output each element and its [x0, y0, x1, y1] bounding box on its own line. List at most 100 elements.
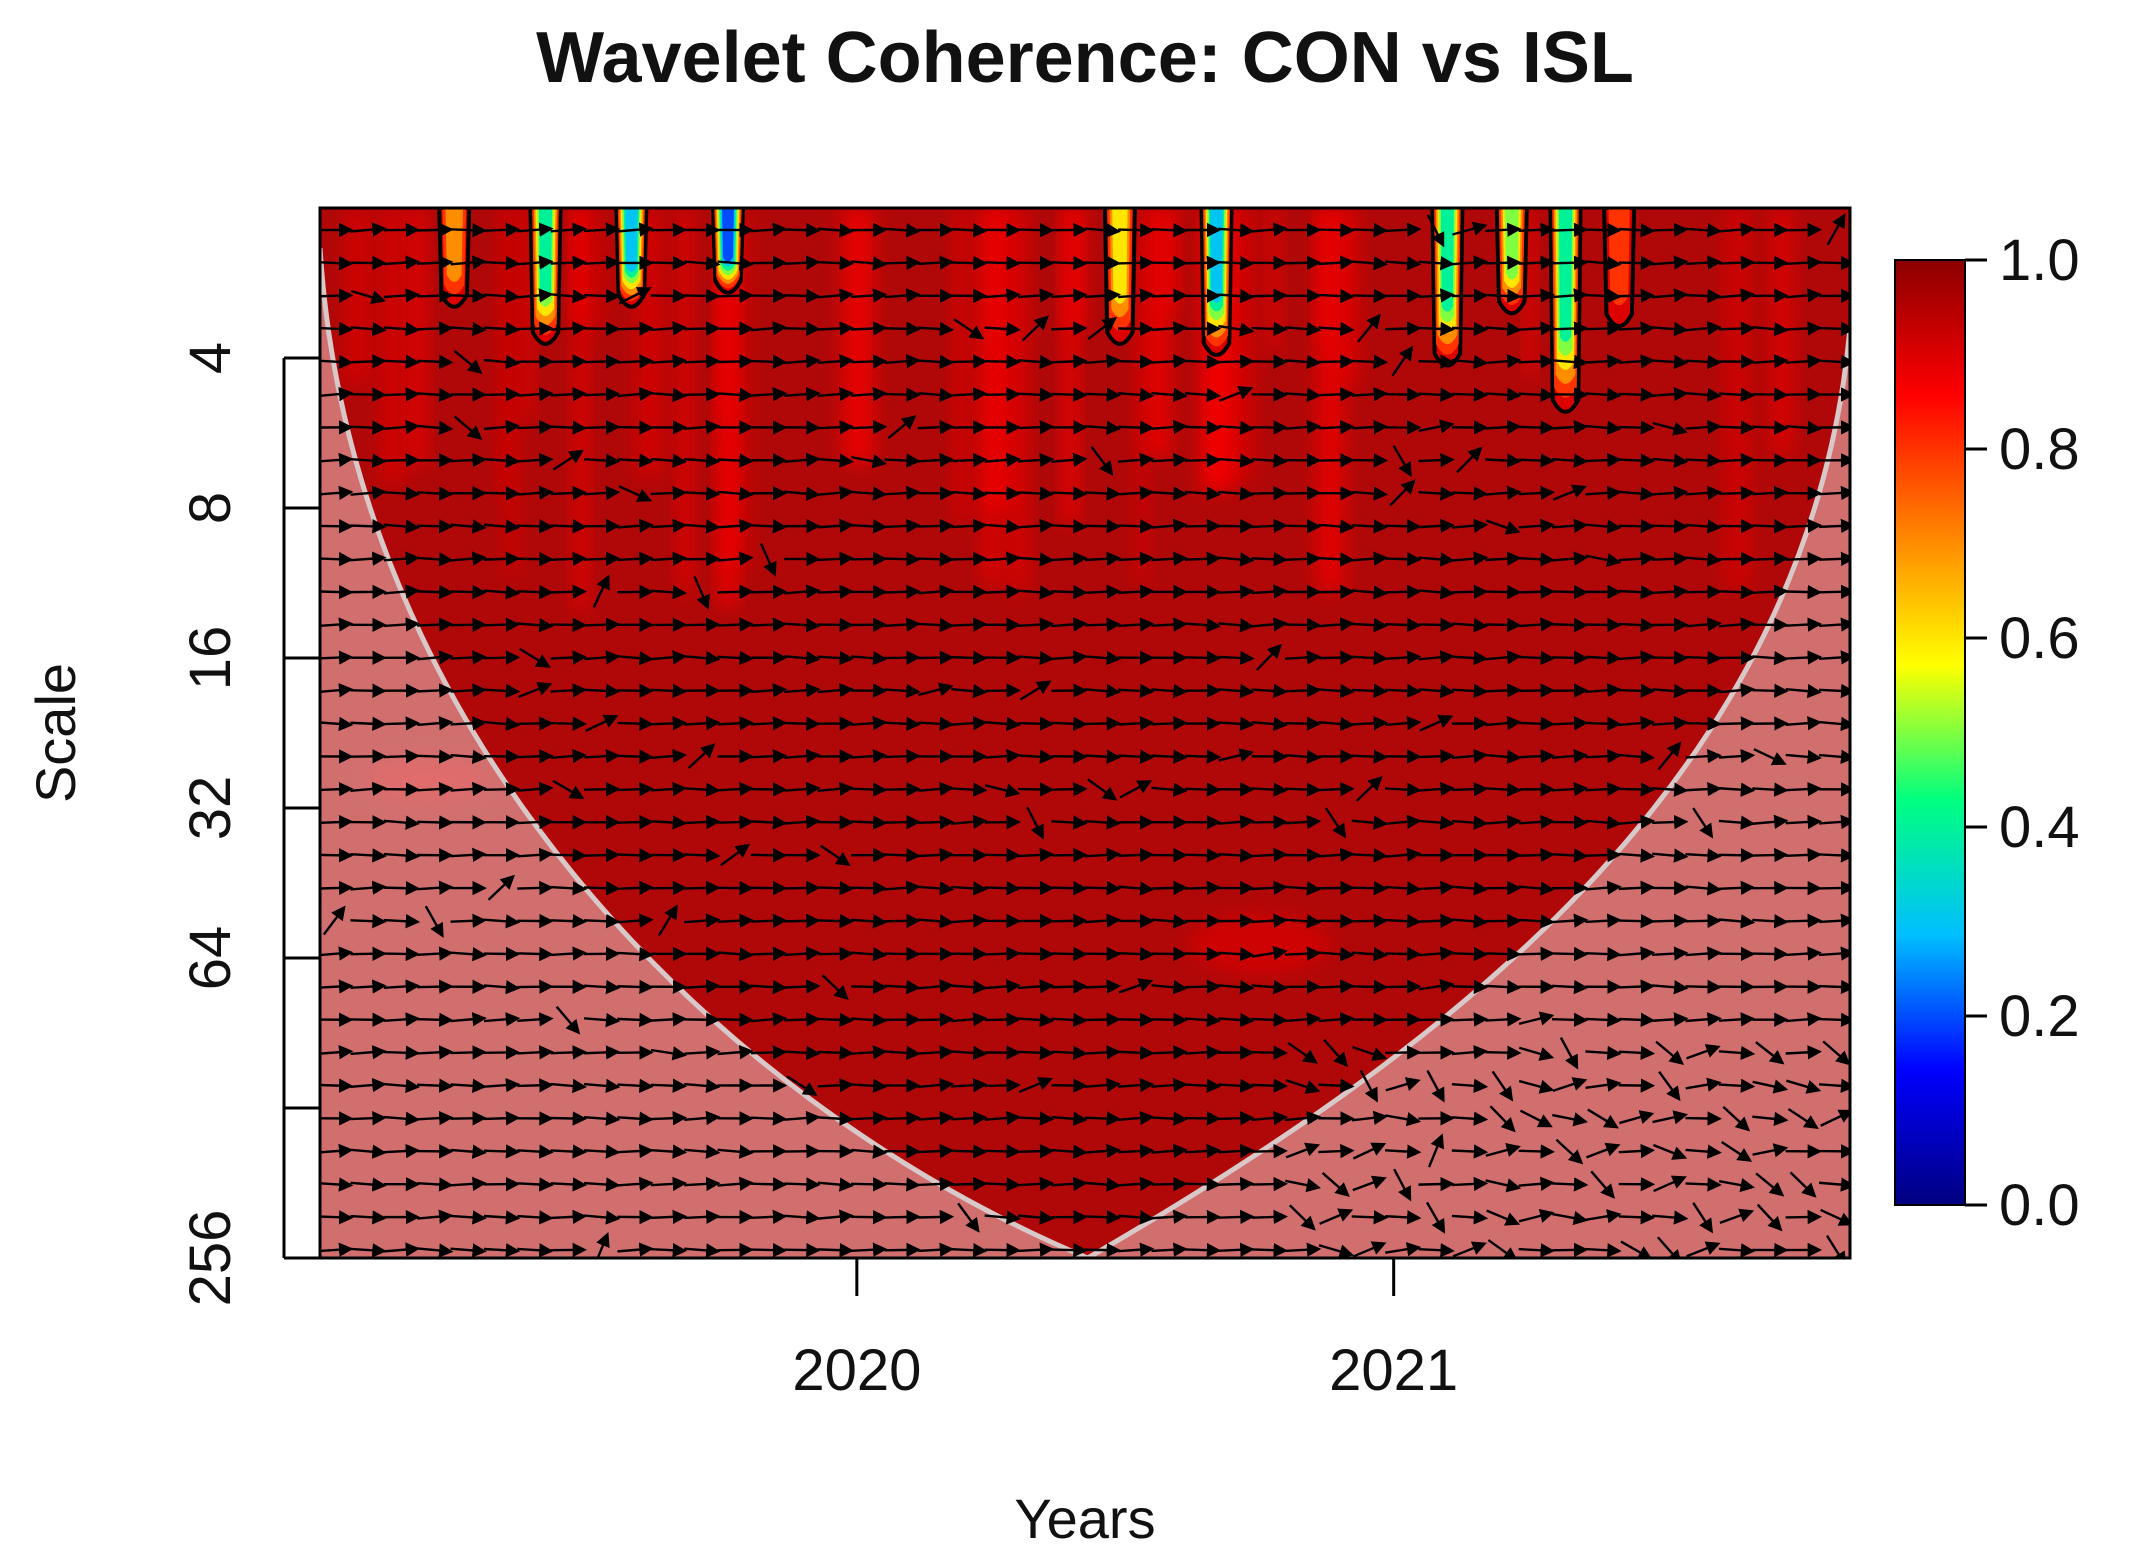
phase-arrow [350, 526, 384, 527]
phase-arrow [484, 394, 518, 395]
phase-arrow [1085, 723, 1119, 724]
phase-arrow [484, 789, 518, 790]
phase-arrow [584, 789, 618, 790]
phase-arrow [1519, 723, 1553, 724]
phase-arrow [884, 525, 918, 527]
colorbar: 0.00.20.40.60.81.0 [1895, 228, 2080, 1238]
phase-arrow [818, 591, 852, 592]
phase-arrow [918, 822, 952, 823]
phase-arrow [884, 459, 918, 461]
phase-arrow [1051, 888, 1085, 889]
phase-arrow [350, 394, 384, 395]
phase-arrow [1018, 1118, 1052, 1120]
phase-arrow [1786, 230, 1820, 231]
phase-arrow [451, 625, 485, 626]
phase-arrow [1352, 1216, 1386, 1217]
phase-arrow [1418, 624, 1452, 625]
phase-arrow [1385, 526, 1419, 527]
phase-arrow [718, 1019, 752, 1020]
phase-arrow [1619, 427, 1653, 428]
phase-arrow [1619, 526, 1653, 527]
phase-arrow [451, 591, 485, 592]
phase-arrow [1619, 986, 1653, 987]
phase-arrow [985, 361, 1019, 362]
phase-arrow [884, 328, 918, 329]
phase-arrow [417, 690, 451, 691]
phase-arrow [1218, 657, 1252, 659]
phase-arrow [718, 591, 752, 592]
phase-arrow [851, 888, 885, 889]
phase-arrow [417, 822, 451, 823]
phase-arrow [317, 328, 351, 330]
phase-arrow [1085, 1118, 1119, 1119]
phase-arrow [985, 1151, 1019, 1152]
phase-arrow [1151, 756, 1185, 758]
phase-arrow [1118, 525, 1152, 526]
phase-arrow [1252, 493, 1286, 494]
phase-arrow [584, 361, 618, 362]
phase-arrow [1285, 526, 1319, 527]
phase-arrow [517, 328, 551, 329]
phase-arrow [1252, 1217, 1286, 1218]
phase-arrow [384, 756, 418, 757]
phase-arrow [884, 1118, 918, 1119]
phase-arrow [617, 855, 651, 856]
phase-arrow [1352, 361, 1386, 362]
phase-arrow [1552, 723, 1586, 725]
phase-arrow [617, 822, 651, 823]
colorbar-tick-label: 0.4 [1999, 795, 2080, 860]
phase-arrow [317, 295, 351, 296]
phase-arrow [851, 1118, 885, 1120]
coherence-streak [573, 208, 583, 321]
phase-arrow [985, 953, 1019, 954]
phase-arrow [1151, 1019, 1185, 1020]
phase-arrow [1719, 591, 1753, 592]
phase-arrow [1585, 625, 1619, 626]
low-coherence-contour [1609, 208, 1630, 305]
phase-arrow [884, 591, 918, 592]
phase-arrow [1218, 1118, 1252, 1119]
phase-arrow [1218, 591, 1252, 593]
phase-arrow [584, 887, 618, 888]
phase-arrow [918, 854, 952, 856]
phase-arrow [1552, 229, 1586, 230]
phase-arrow [517, 723, 551, 724]
phase-arrow [484, 1151, 518, 1152]
phase-arrow [1519, 262, 1553, 264]
coherence-streak [381, 208, 405, 483]
phase-arrow [584, 295, 618, 297]
phase-arrow [884, 1217, 918, 1218]
phase-arrow [1051, 328, 1085, 329]
phase-arrow [317, 855, 351, 856]
phase-arrow [851, 822, 885, 823]
phase-arrow [1485, 1052, 1519, 1053]
phase-arrow [1819, 1019, 1853, 1020]
phase-arrow [1819, 262, 1853, 263]
phase-arrow [784, 1250, 818, 1251]
phase-arrow [384, 723, 418, 724]
phase-arrow [484, 558, 518, 559]
phase-arrow [985, 262, 1019, 263]
phase-arrow [551, 361, 585, 362]
phase-arrow [551, 1118, 585, 1119]
phase-arrow [1452, 789, 1486, 790]
phase-arrow [1418, 460, 1452, 462]
phase-arrow [1085, 263, 1119, 264]
phase-arrow [751, 263, 785, 264]
phase-arrow [1519, 558, 1553, 560]
phase-arrow [384, 460, 418, 461]
phase-arrow [1051, 986, 1085, 987]
phase-arrow [751, 1250, 785, 1251]
phase-arrow [1185, 887, 1219, 888]
phase-arrow [350, 361, 384, 362]
phase-arrow [1185, 953, 1219, 954]
y-axis-label: Scale [24, 663, 87, 803]
phase-arrow [684, 1216, 718, 1218]
coherence-streak [1316, 208, 1344, 590]
phase-arrow [1118, 690, 1152, 692]
phase-arrow [1285, 625, 1319, 626]
phase-arrow [1585, 460, 1619, 461]
phase-arrow [751, 723, 785, 725]
phase-arrow [1385, 986, 1419, 987]
phase-arrow [417, 328, 451, 329]
